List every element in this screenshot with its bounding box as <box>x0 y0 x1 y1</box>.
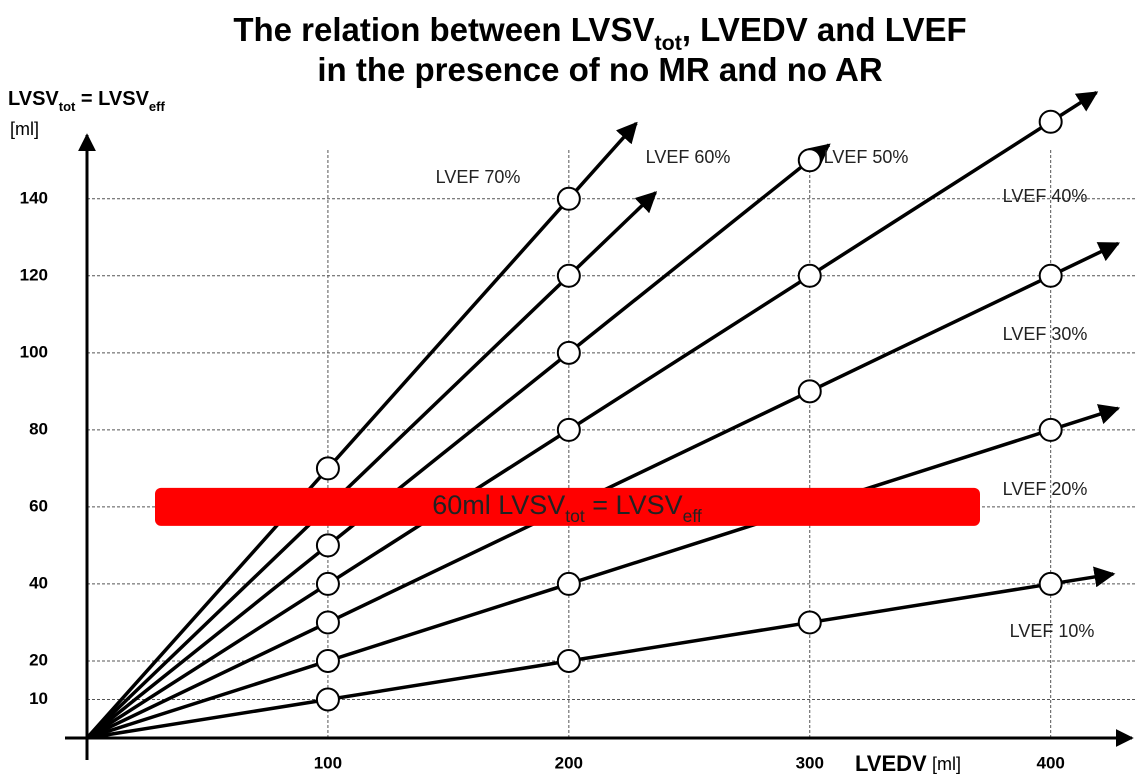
y-axis-title: LVSVtot = LVSVeff <box>8 88 165 114</box>
y-tick-label: 120 <box>20 265 48 284</box>
subscript: eff <box>683 506 702 526</box>
data-point <box>556 340 581 365</box>
series-line <box>85 143 831 740</box>
data-point <box>1038 263 1063 288</box>
x-axis-unit: [ml] <box>932 754 961 774</box>
data-point <box>556 648 581 673</box>
series-label: LVEF 30% <box>1003 324 1088 344</box>
text-part: = LVSV <box>75 88 149 110</box>
data-point <box>315 648 340 673</box>
data-point <box>556 417 581 442</box>
subscript: tot <box>654 31 681 55</box>
y-tick-label: 60 <box>29 496 48 515</box>
subscript: tot <box>59 99 76 114</box>
y-tick-label: 140 <box>20 188 48 207</box>
data-point <box>797 263 822 288</box>
data-point <box>1038 417 1063 442</box>
data-point <box>315 610 340 635</box>
x-tick-label: 100 <box>314 753 342 772</box>
x-tick-label: 200 <box>555 753 583 772</box>
series-line <box>86 90 1099 740</box>
y-tick-label: 80 <box>29 419 48 438</box>
text-part: LVSV <box>8 88 59 110</box>
series-label: LVEF 20% <box>1003 479 1088 499</box>
data-point <box>556 263 581 288</box>
chart-title: in the presence of no MR and no AR <box>317 51 882 88</box>
x-axis-title: LVEDV <box>855 751 927 776</box>
text-part: in the presence of no MR and no AR <box>317 51 882 88</box>
series-line <box>85 121 638 740</box>
series-label: LVEF 40% <box>1003 186 1088 206</box>
overlay: The relation between LVSVtot, LVEDV and … <box>8 11 1134 776</box>
data-point <box>1038 109 1063 134</box>
y-axis-unit: [ml] <box>10 119 39 139</box>
data-point <box>315 687 340 712</box>
data-point <box>556 186 581 211</box>
text-part: The relation between LVSV <box>233 11 654 48</box>
y-tick-label: 10 <box>29 689 48 708</box>
series-line <box>86 566 1116 740</box>
series-label: LVEF 60% <box>646 147 731 167</box>
text-part: 60ml LVSV <box>432 490 565 520</box>
x-tick-label: 300 <box>796 753 824 772</box>
data-point <box>315 456 340 481</box>
y-tick-label: 100 <box>20 342 48 361</box>
data-point <box>797 148 822 173</box>
subscript: eff <box>149 99 166 114</box>
series-label: LVEF 10% <box>1010 621 1095 641</box>
points <box>315 109 1063 712</box>
text-part: = LVSV <box>585 490 683 520</box>
annotation-bar <box>155 487 980 526</box>
series-label: LVEF 70% <box>436 167 521 187</box>
data-point <box>315 571 340 596</box>
series-label: LVEF 50% <box>824 147 909 167</box>
data-point <box>315 533 340 558</box>
series-line <box>86 404 1121 740</box>
text-part: , LVEDV and LVEF <box>682 11 967 48</box>
y-tick-label: 40 <box>29 573 48 592</box>
lines <box>85 90 1121 740</box>
annotation-text: 60ml LVSVtot = LVSVeff <box>432 490 702 526</box>
grid: 10 20 40 60 80 100 120 140 100 200 300 400 <box>20 150 1137 772</box>
data-point <box>1038 571 1063 596</box>
data-point <box>797 610 822 635</box>
data-point <box>556 571 581 596</box>
y-tick-label: 20 <box>29 650 48 669</box>
x-tick-label: 400 <box>1036 753 1064 772</box>
chart-title: The relation between LVSVtot, LVEDV and … <box>233 11 966 55</box>
subscript: tot <box>565 506 585 526</box>
data-point <box>797 379 822 404</box>
